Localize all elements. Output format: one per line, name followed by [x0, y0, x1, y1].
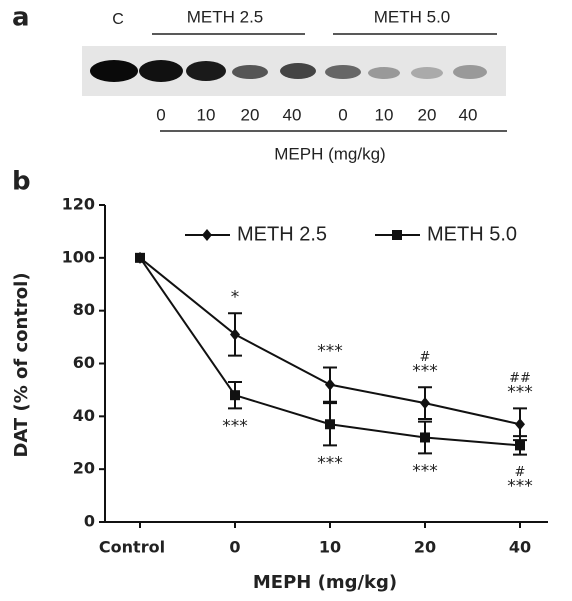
panel-label: a	[12, 3, 30, 33]
group-label: METH 2.5	[187, 7, 264, 26]
marker	[135, 252, 145, 263]
marker	[392, 230, 402, 240]
significance-label: ***	[317, 453, 343, 473]
band	[453, 65, 487, 79]
legend-label: METH 5.0	[427, 223, 517, 245]
x-tick-label: 20	[414, 538, 436, 557]
dose-label: 20	[418, 105, 437, 124]
marker	[230, 390, 240, 401]
band	[232, 65, 268, 79]
band	[325, 65, 361, 79]
marker	[325, 378, 335, 391]
x-tick-label: 40	[509, 538, 531, 557]
marker	[325, 419, 335, 430]
significance-label: ***	[507, 382, 533, 402]
marker	[420, 432, 430, 443]
dose-labels: 0 10 20 40 0 10 20 40	[156, 105, 477, 124]
significance-label: *	[231, 287, 240, 307]
band	[411, 67, 443, 79]
y-tick-label: 100	[62, 247, 95, 266]
significance-label: ##	[509, 371, 531, 386]
marker	[202, 229, 212, 241]
y-tick-label: 0	[84, 512, 95, 531]
significance-label: #	[420, 350, 431, 365]
x-tick-label: Control	[99, 538, 165, 557]
band	[186, 61, 226, 81]
marker	[230, 328, 240, 341]
y-tick-label: 20	[73, 459, 95, 478]
band	[280, 63, 316, 79]
dose-label: 10	[375, 105, 394, 124]
significance-label: #	[515, 465, 526, 480]
lane-label: C	[112, 11, 124, 28]
blot	[82, 46, 506, 96]
significance-label: ***	[222, 416, 248, 436]
y-axis-label: DAT (% of control)	[11, 272, 32, 457]
dose-label: 20	[241, 105, 260, 124]
x-tick-label: 0	[229, 538, 240, 557]
marker	[420, 397, 430, 410]
dose-label: 0	[338, 105, 347, 124]
marker	[515, 440, 525, 451]
marker	[515, 418, 525, 431]
significance-label: ***	[317, 341, 343, 361]
y-tick-label: 60	[73, 353, 95, 372]
panel-label: b	[12, 167, 31, 197]
band	[90, 60, 138, 82]
x-axis-label: MEPH (mg/kg)	[253, 572, 397, 593]
dose-axis-label: MEPH (mg/kg)	[274, 144, 385, 163]
significance-label: ***	[412, 361, 438, 381]
dose-label: 0	[156, 105, 165, 124]
dose-label: 40	[283, 105, 302, 124]
significance-label: ***	[412, 461, 438, 481]
group-label: METH 5.0	[374, 7, 451, 26]
y-tick-label: 40	[73, 406, 95, 425]
dose-label: 40	[459, 105, 478, 124]
x-tick-label: 10	[319, 538, 341, 557]
y-tick-label: 120	[62, 195, 95, 214]
y-tick-label: 80	[73, 300, 95, 319]
band	[368, 67, 400, 79]
legend-label: METH 2.5	[237, 223, 327, 245]
significance-label: ***	[507, 477, 533, 497]
band	[139, 60, 183, 82]
dose-label: 10	[197, 105, 216, 124]
